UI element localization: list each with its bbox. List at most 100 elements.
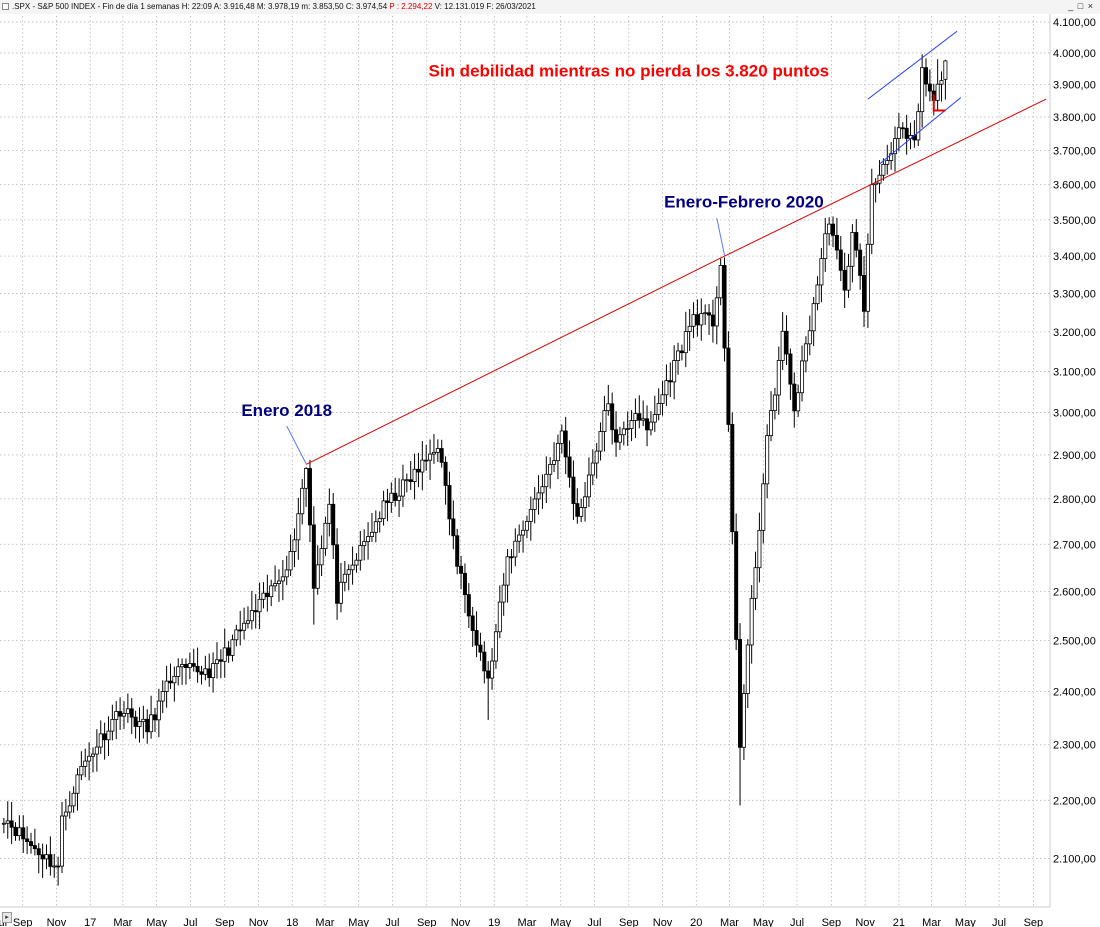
candle-down (253, 610, 258, 613)
candle-up (648, 421, 653, 431)
candle-down (710, 314, 715, 327)
x-tick-label: May (348, 917, 369, 927)
candle-up (769, 410, 774, 437)
candle-up (5, 820, 10, 824)
candle-down (831, 223, 836, 236)
candle-up (536, 492, 541, 500)
candle-up (1, 822, 6, 825)
close-button[interactable]: × (1087, 1, 1094, 11)
candle-up (342, 573, 347, 583)
candle-up (362, 541, 367, 547)
candle-up (633, 413, 638, 421)
candle-down (679, 350, 684, 354)
y-tick-label: 3.900,00 (1053, 80, 1096, 92)
candle-down (102, 733, 107, 741)
candle-up (718, 265, 723, 299)
x-tick-label: Sep (619, 917, 639, 927)
candle-down (133, 716, 138, 727)
candle-down (792, 383, 797, 412)
candle-down (900, 127, 905, 130)
scroll-left-arrow-icon[interactable]: ▸ (2, 912, 12, 923)
candle-up (524, 521, 529, 531)
candle-up (187, 663, 192, 668)
candle-down (726, 347, 731, 425)
candle-down (455, 535, 460, 567)
x-tick-label: Sep (13, 917, 33, 927)
y-tick-label: 2.300,00 (1053, 740, 1096, 752)
candle-up (935, 83, 940, 101)
candle-up (699, 313, 704, 326)
candle-down (48, 854, 53, 867)
candle-down (195, 665, 200, 673)
x-tick-label: Nov (855, 917, 875, 927)
candle-up (815, 284, 820, 305)
candle-down (834, 234, 839, 251)
candle-down (563, 430, 568, 458)
candle-down (722, 265, 727, 349)
y-tick-label: 2.200,00 (1053, 795, 1096, 807)
maximize-button[interactable]: □ (1077, 1, 1085, 11)
candle-up (214, 659, 219, 664)
candle-down (393, 492, 398, 501)
candle-down (571, 476, 576, 504)
candle-up (420, 459, 425, 473)
candle-up (121, 713, 126, 717)
candle-up (602, 410, 607, 432)
minimize-button[interactable]: _ (1068, 1, 1075, 11)
candle-up (660, 394, 665, 404)
candle-up (261, 592, 266, 600)
title-p-value: P : 2.294,22 (389, 2, 433, 11)
candle-up (160, 691, 165, 702)
candle-down (784, 330, 789, 355)
candle-up (803, 343, 808, 362)
y-tick-label: 2.900,00 (1053, 450, 1096, 462)
candle-up (490, 660, 495, 679)
candle-up (869, 184, 874, 245)
candle-up (125, 708, 130, 714)
candle-up (714, 297, 719, 327)
candle-up (749, 597, 754, 646)
candle-up (284, 569, 289, 578)
y-tick-label: 2.500,00 (1053, 635, 1096, 647)
x-tick-label: Jul (992, 917, 1006, 927)
title-tail: V: 12.131.019 F: 26/03/2021 (434, 2, 536, 11)
x-tick-label: Sep (417, 917, 437, 927)
x-tick-label: Nov (249, 917, 269, 927)
candle-down (614, 429, 619, 443)
x-tick-label: May (955, 917, 976, 927)
candle-up (683, 331, 688, 354)
candle-down (25, 838, 30, 843)
candle-up (59, 815, 64, 867)
candle-up (327, 503, 332, 524)
y-tick-label: 2.600,00 (1053, 586, 1096, 598)
candle-up (552, 460, 557, 465)
candle-down (862, 275, 867, 312)
x-tick-label: May (550, 917, 571, 927)
candle-down (854, 232, 859, 251)
support-level-line (932, 94, 946, 112)
candle-up (617, 434, 622, 443)
candle-up (652, 414, 657, 423)
candle-up (180, 664, 185, 668)
candle-up (249, 610, 254, 622)
candle-down (474, 630, 479, 646)
candle-up (319, 548, 324, 566)
candle-up (369, 531, 374, 537)
candle-down (788, 353, 793, 385)
x-tick-label: Nov (451, 917, 471, 927)
candle-down (226, 647, 231, 656)
candle-down (567, 456, 572, 478)
y-tick-label: 2.400,00 (1053, 687, 1096, 699)
x-tick-label: Mar (517, 917, 536, 927)
candle-up (555, 442, 560, 462)
candle-up (435, 448, 440, 453)
candle-up (149, 714, 154, 733)
candle-up (234, 629, 239, 641)
candle-down (191, 663, 196, 667)
candle-up (497, 601, 502, 633)
candle-up (156, 700, 161, 721)
candle-up (79, 765, 84, 776)
candle-up (629, 420, 634, 429)
price-chart[interactable]: 2.100,00 2.200,00 2.300,00 2.400,00 2.500,00… (0, 14, 1100, 927)
x-tick-label: Mar (922, 917, 941, 927)
